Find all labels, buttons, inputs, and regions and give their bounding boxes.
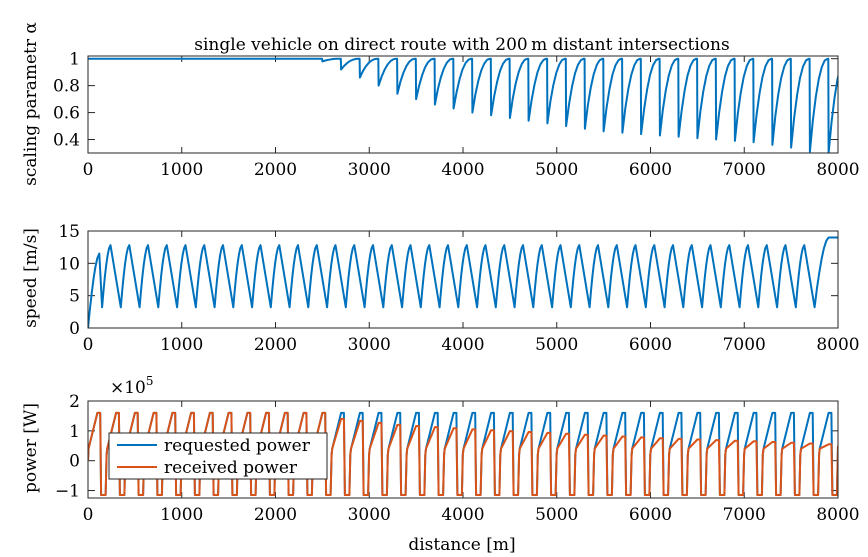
- power-x-tick-label: 0: [83, 505, 94, 525]
- alpha-y-axis-label: scaling parametr α: [21, 22, 41, 186]
- speed-y-tick-label: 0: [69, 319, 80, 339]
- alpha-ticks: 0 1000 2000 3000 4000 5000 6000 7000 8000 0.4 0.6 0…: [53, 50, 860, 180]
- speed-lines: [88, 236, 838, 328]
- speed-y-tick-label: 10: [58, 254, 80, 274]
- legend-label-received: received power: [164, 458, 298, 478]
- alpha-x-tick-label: 2000: [254, 160, 297, 180]
- speed-y-tick-label: 15: [58, 222, 80, 242]
- alpha-series-line-0: [88, 57, 838, 153]
- power-x-tick-label: 6000: [629, 505, 672, 525]
- power-y-multiplier: ×105: [110, 374, 154, 398]
- power-y-tick-label: 2: [69, 392, 80, 412]
- alpha-y-tick-label: 0.6: [53, 104, 80, 124]
- alpha-y-tick-label: 1: [69, 50, 80, 70]
- speed-x-tick-label: 5000: [535, 335, 578, 355]
- legend-label-requested: requested power: [164, 436, 311, 456]
- power-x-tick-label: 1000: [160, 505, 203, 525]
- speed-x-tick-label: 3000: [348, 335, 391, 355]
- legend: requested power received power: [108, 432, 328, 480]
- power-y-axis-label: power [W]: [21, 403, 41, 493]
- speed-x-tick-label: 7000: [723, 335, 766, 355]
- alpha-y-tick-label: 0.4: [53, 131, 80, 151]
- speed-x-tick-label: 0: [83, 335, 94, 355]
- power-lines: [88, 411, 838, 496]
- alpha-x-tick-label: 4000: [441, 160, 484, 180]
- power-x-axis-label: distance [m]: [408, 535, 515, 555]
- power-y-tick-label: 1: [69, 422, 80, 442]
- alpha-x-tick-label: 7000: [723, 160, 766, 180]
- legend-box: [108, 432, 328, 480]
- alpha-y-tick-label: 0.8: [53, 77, 80, 97]
- alpha-lines: [88, 57, 838, 153]
- power-panel: ×105 power [W] distance [m] 0 1000 2000 300…: [21, 374, 860, 555]
- power-y-tick-label: −1: [55, 482, 80, 502]
- alpha-x-tick-label: 0: [83, 160, 94, 180]
- speed-panel: speed [m/s] 0 1000 2000 3000 4000 5000 6000 700…: [21, 222, 860, 355]
- power-x-tick-label: 7000: [723, 505, 766, 525]
- alpha-chart-title: single vehicle on direct route with 200 …: [194, 35, 729, 55]
- power-x-tick-label: 4000: [441, 505, 484, 525]
- power-x-tick-label: 3000: [348, 505, 391, 525]
- power-y-multiplier-exp: 5: [146, 374, 154, 388]
- speed-x-tick-label: 4000: [441, 335, 484, 355]
- alpha-x-tick-label: 8000: [816, 160, 859, 180]
- speed-x-tick-label: 2000: [254, 335, 297, 355]
- power-series-line-1: [88, 411, 838, 496]
- speed-y-tick-label: 5: [69, 287, 80, 307]
- alpha-x-tick-label: 1000: [160, 160, 203, 180]
- power-y-tick-label: 0: [69, 452, 80, 472]
- power-x-tick-label: 8000: [816, 505, 859, 525]
- alpha-panel: single vehicle on direct route with 200 …: [21, 22, 860, 186]
- speed-x-tick-label: 6000: [629, 335, 672, 355]
- alpha-axes-box: [87, 55, 839, 154]
- speed-x-tick-label: 1000: [160, 335, 203, 355]
- alpha-x-tick-label: 6000: [629, 160, 672, 180]
- speed-ticks: 0 1000 2000 3000 4000 5000 6000 7000 8000 0 5 10 15: [58, 222, 859, 355]
- speed-y-axis-label: speed [m/s]: [21, 228, 41, 328]
- speed-axes-box: [87, 230, 839, 329]
- power-x-tick-label: 5000: [535, 505, 578, 525]
- power-x-tick-label: 2000: [254, 505, 297, 525]
- power-axes-box: [87, 400, 839, 499]
- speed-series-line-0: [88, 236, 838, 328]
- power-y-multiplier-base: ×10: [110, 378, 146, 398]
- alpha-x-tick-label: 5000: [535, 160, 578, 180]
- alpha-x-tick-label: 3000: [348, 160, 391, 180]
- speed-x-tick-label: 8000: [816, 335, 859, 355]
